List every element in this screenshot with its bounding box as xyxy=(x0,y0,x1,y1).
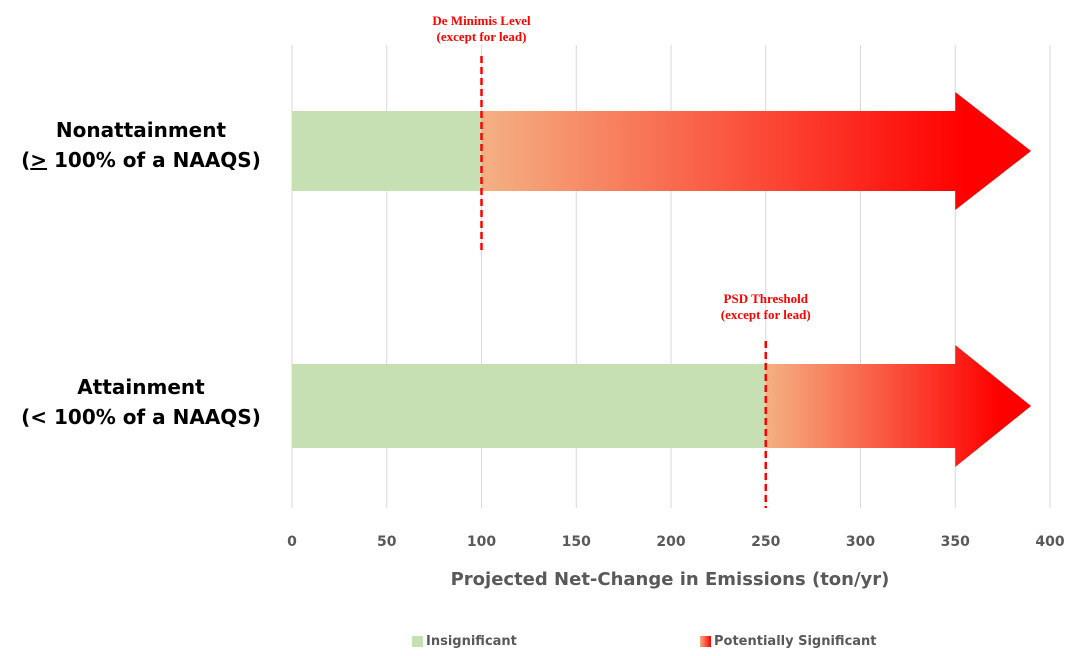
threshold-label: PSD Threshold xyxy=(724,291,809,306)
arrow-potentially-significant xyxy=(481,92,1032,210)
legend-item-insignificant: Insignificant xyxy=(412,634,517,649)
category-label-nonattainment: Nonattainment (> 100% of a NAAQS) xyxy=(0,115,282,175)
legend-label: Insignificant xyxy=(426,634,517,649)
category-qualifier: (> 100% of a NAAQS) xyxy=(21,148,261,172)
x-tick-label: 400 xyxy=(1035,534,1064,550)
x-tick-label: 50 xyxy=(377,534,397,550)
x-tick-label: 150 xyxy=(562,534,591,550)
threshold-sublabel: (except for lead) xyxy=(436,29,526,44)
x-axis-label: Projected Net-Change in Emissions (ton/y… xyxy=(451,569,890,590)
thresholds: De Minimis Level(except for lead)PSD Thr… xyxy=(432,13,811,508)
x-tick-label: 250 xyxy=(751,534,780,550)
bar-insignificant xyxy=(292,364,766,448)
x-tick-label: 350 xyxy=(941,534,970,550)
legend-swatch-potentially-significant xyxy=(700,636,711,647)
category-name: Attainment xyxy=(77,375,205,399)
arrow-potentially-significant xyxy=(765,345,1032,467)
legend-swatch-insignificant xyxy=(412,636,423,647)
x-tick-label: 300 xyxy=(846,534,875,550)
threshold-sublabel: (except for lead) xyxy=(721,307,811,322)
x-axis-ticks: 0 50 100 150 200 250 300 350 400 xyxy=(287,534,1065,550)
bars xyxy=(292,92,1032,467)
bar-insignificant xyxy=(292,111,482,191)
category-name: Nonattainment xyxy=(55,118,227,142)
legend-item-potentially-significant: Potentially Significant xyxy=(700,634,877,649)
category-qualifier: (< 100% of a NAAQS) xyxy=(21,405,261,429)
x-tick-label: 100 xyxy=(467,534,496,550)
x-tick-label: 200 xyxy=(656,534,685,550)
threshold-label: De Minimis Level xyxy=(432,13,531,28)
legend-label: Potentially Significant xyxy=(714,634,877,649)
x-tick-label: 0 xyxy=(287,534,297,550)
category-label-attainment: Attainment (< 100% of a NAAQS) xyxy=(0,372,282,432)
legend: Insignificant Potentially Significant xyxy=(0,634,1071,654)
